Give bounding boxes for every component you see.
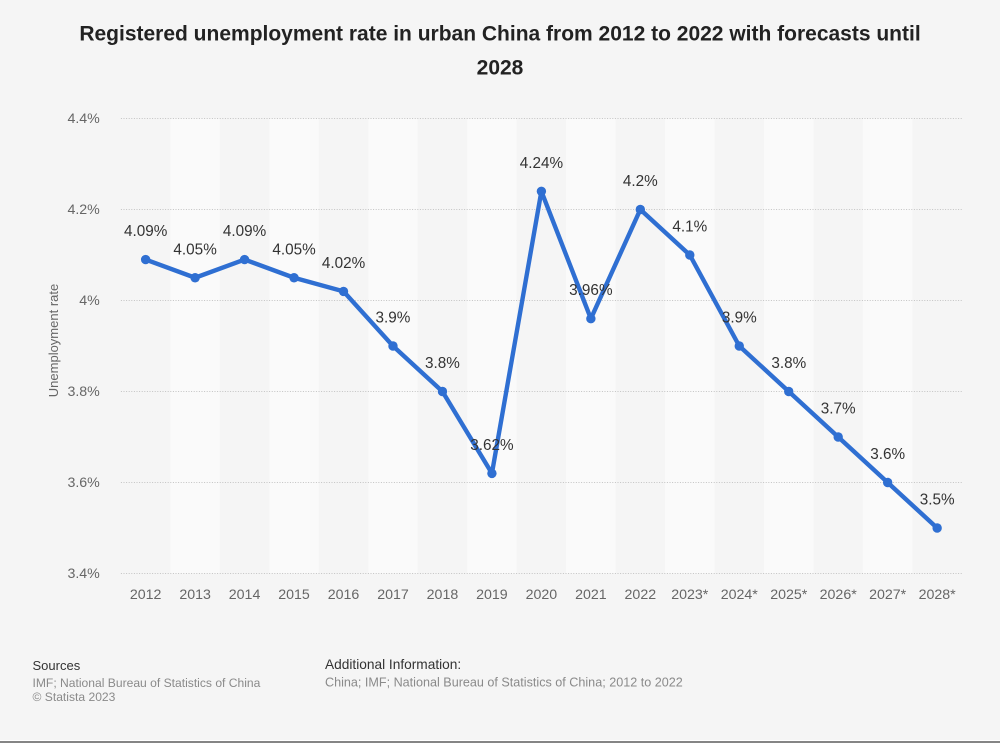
- svg-text:3.9%: 3.9%: [722, 310, 757, 327]
- svg-text:2013: 2013: [179, 587, 211, 603]
- svg-text:© Statista 2023: © Statista 2023: [33, 690, 116, 704]
- svg-text:4.2%: 4.2%: [67, 202, 100, 218]
- svg-text:2023*: 2023*: [671, 587, 709, 603]
- svg-text:2025*: 2025*: [770, 587, 808, 603]
- svg-text:2012: 2012: [130, 587, 162, 603]
- svg-text:Sources: Sources: [33, 658, 81, 673]
- svg-text:Registered unemployment rate i: Registered unemployment rate in urban Ch…: [79, 23, 920, 46]
- svg-text:4.1%: 4.1%: [672, 219, 707, 236]
- svg-text:3.6%: 3.6%: [67, 475, 100, 491]
- svg-text:4.02%: 4.02%: [322, 255, 366, 272]
- svg-text:4.2%: 4.2%: [623, 173, 658, 190]
- svg-text:3.8%: 3.8%: [771, 355, 806, 372]
- svg-text:2015: 2015: [278, 587, 310, 603]
- svg-text:2018: 2018: [427, 587, 459, 603]
- svg-text:China; IMF; National Bureau of: China; IMF; National Bureau of Statistic…: [325, 676, 683, 690]
- svg-text:3.4%: 3.4%: [67, 566, 100, 582]
- svg-text:2021: 2021: [575, 587, 607, 603]
- svg-text:3.96%: 3.96%: [569, 282, 613, 299]
- svg-text:3.62%: 3.62%: [470, 437, 514, 454]
- svg-text:2028: 2028: [477, 57, 524, 80]
- svg-text:2016: 2016: [328, 587, 360, 603]
- svg-text:4.09%: 4.09%: [223, 223, 267, 240]
- svg-text:2027*: 2027*: [869, 587, 907, 603]
- svg-text:2019: 2019: [476, 587, 508, 603]
- svg-text:Additional Information:: Additional Information:: [325, 657, 461, 672]
- svg-text:4.09%: 4.09%: [124, 223, 168, 240]
- svg-text:4.05%: 4.05%: [173, 241, 217, 258]
- svg-text:3.7%: 3.7%: [821, 401, 856, 418]
- svg-text:3.5%: 3.5%: [920, 492, 955, 509]
- svg-text:3.6%: 3.6%: [870, 446, 905, 463]
- svg-text:2022: 2022: [625, 587, 657, 603]
- svg-text:IMF; National Bureau of Statis: IMF; National Bureau of Statistics of Ch…: [33, 676, 261, 690]
- svg-text:4.24%: 4.24%: [520, 155, 564, 172]
- svg-text:4.4%: 4.4%: [67, 111, 100, 127]
- svg-text:2028*: 2028*: [919, 587, 957, 603]
- svg-text:2014: 2014: [229, 587, 261, 603]
- svg-text:4%: 4%: [79, 293, 100, 309]
- svg-text:2017: 2017: [377, 587, 409, 603]
- svg-text:Unemployment rate: Unemployment rate: [46, 284, 61, 397]
- svg-text:2026*: 2026*: [820, 587, 858, 603]
- svg-text:2020: 2020: [526, 587, 558, 603]
- svg-text:3.8%: 3.8%: [67, 384, 100, 400]
- svg-text:3.8%: 3.8%: [425, 355, 460, 372]
- svg-text:4.05%: 4.05%: [272, 241, 316, 258]
- svg-text:2024*: 2024*: [721, 587, 759, 603]
- svg-text:3.9%: 3.9%: [376, 310, 411, 327]
